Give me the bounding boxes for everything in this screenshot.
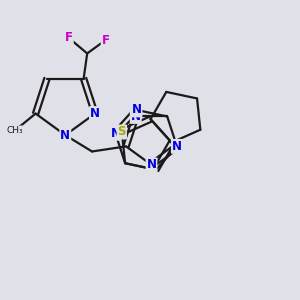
Text: N: N xyxy=(131,110,141,123)
Text: N: N xyxy=(146,158,157,171)
Text: F: F xyxy=(65,32,73,44)
Text: N: N xyxy=(172,140,182,153)
Text: N: N xyxy=(110,127,120,140)
Text: S: S xyxy=(118,125,126,138)
Text: CH₃: CH₃ xyxy=(7,126,23,135)
Text: N: N xyxy=(90,107,100,120)
Text: N: N xyxy=(60,129,70,142)
Text: N: N xyxy=(131,103,142,116)
Text: F: F xyxy=(102,34,110,46)
